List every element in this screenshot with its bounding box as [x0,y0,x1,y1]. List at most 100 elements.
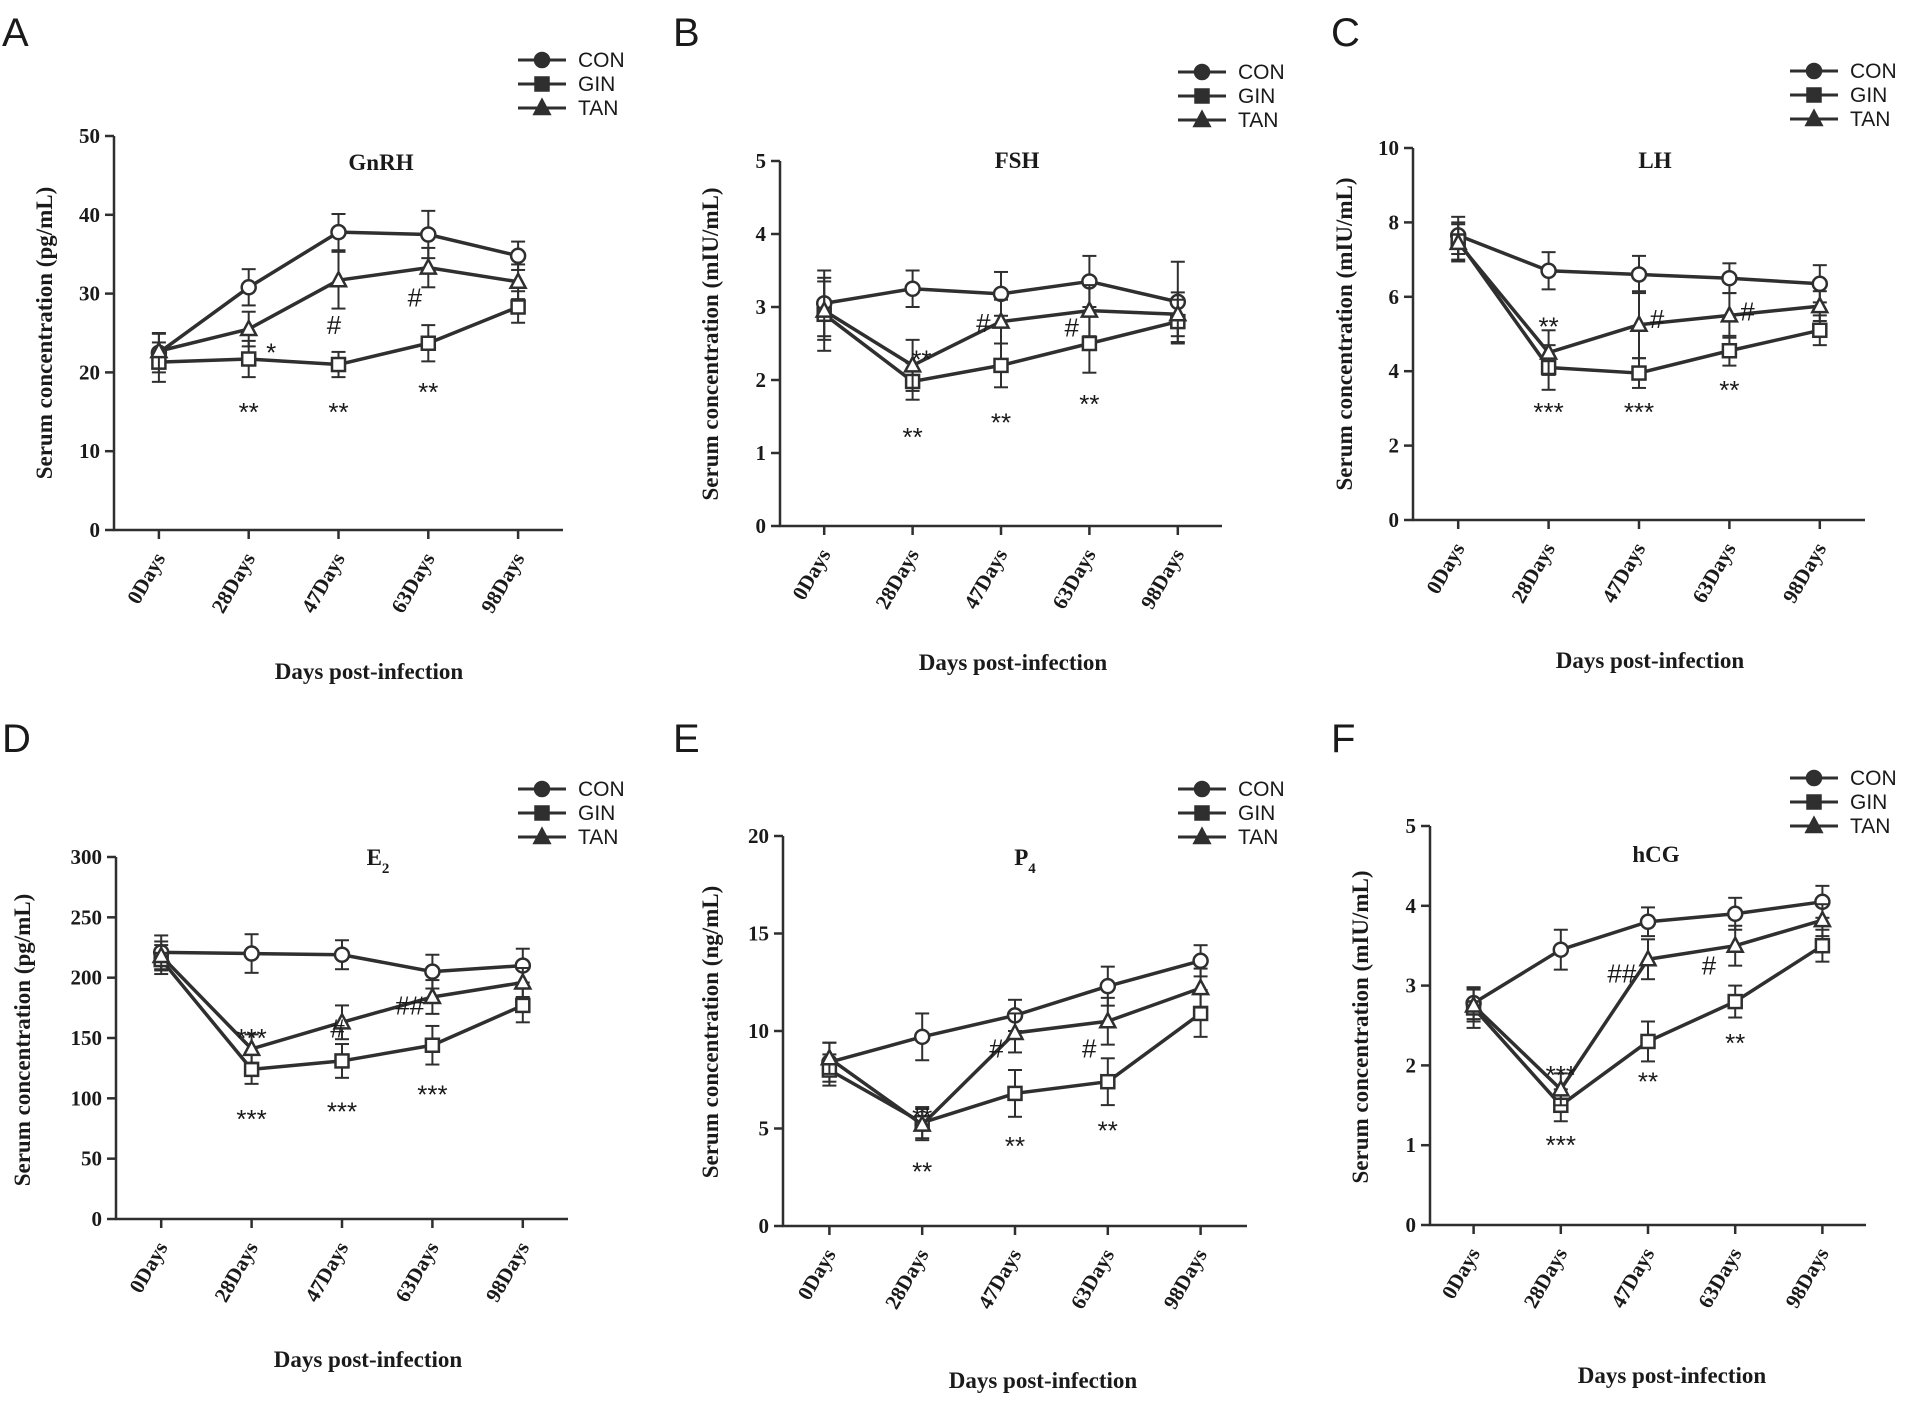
x-tick-label-b: 98Days [1136,545,1189,614]
data-point-d-con [333,946,351,963]
y-tick-label-c: 4 [1389,359,1400,383]
data-point-a-con [330,223,347,241]
chart-title-c: LH [1638,148,1671,173]
legend-label-d: CON [578,778,625,801]
chart-title-b: FSH [995,148,1040,173]
x-tick-label-d: 0Days [124,1238,172,1297]
legend-label-a: CON [578,49,625,72]
legend-label-f: TAN [1850,815,1890,838]
legend-marker-b [1194,88,1210,104]
data-point-c-tan [1448,232,1468,251]
y-tick-label-b: 3 [756,295,767,319]
y-tick-label-a: 0 [90,518,101,542]
x-tick-label-e: 0Days [793,1245,841,1304]
significance-mark-a: # [408,283,423,313]
data-point-b-con [904,280,921,297]
y-axis-title-d: Serum concentration (pg/mL) [10,894,35,1187]
x-tick-label-a: 63Days [386,549,439,618]
x-tick-label-d: 98Days [481,1238,534,1307]
legend-marker-f [1806,794,1822,810]
significance-mark-f: ** [1638,1066,1658,1096]
y-tick-label-e: 0 [759,1214,770,1238]
y-tick-label-b: 5 [756,149,767,173]
legend-marker-a [532,97,552,116]
chart-title-a: GnRH [348,150,413,175]
data-point-f-tan [1638,948,1658,967]
y-tick-label-b: 1 [756,441,767,465]
panel-letter-f: F [1331,717,1355,761]
data-point-f-tan [1725,935,1745,953]
data-point-f-tan [1464,994,1484,1013]
y-axis-title-b: Serum concentration (mIU/mL) [698,187,723,500]
significance-mark-f: ## [1607,959,1636,989]
data-point-e-gin [1100,1073,1116,1090]
x-axis-title-e: Days post-infection [949,1368,1138,1393]
data-point-d-gin [334,1053,350,1069]
data-point-a-con [240,279,257,296]
y-tick-label-e: 15 [748,922,769,946]
y-tick-label-d: 300 [71,845,103,869]
x-axis-title-d: Days post-infection [274,1347,463,1372]
x-tick-label-f: 28Days [1519,1244,1572,1313]
significance-mark-c: ** [1538,312,1558,342]
legend-label-b: GIN [1238,85,1275,108]
legend-marker-a [533,51,551,69]
data-point-e-con [913,1028,931,1046]
legend-marker-d [533,780,551,798]
x-tick-label-e: 98Days [1158,1245,1211,1314]
data-point-e-tan [1005,1022,1025,1041]
data-point-e-tan [912,1113,932,1132]
data-point-d-tan [513,971,533,990]
data-point-d-con [243,945,260,962]
data-point-c-con [1811,275,1829,293]
significance-mark-c: *** [1533,397,1563,427]
panel-c: C 0 2 4 6 8 10 0Days 28Days 47Days 63Days 98Days Ser… [1331,11,1897,673]
data-point-a-tan [239,318,259,337]
legend-label-b: CON [1238,61,1285,84]
y-axis-title-e: Serum concentration (ng/mL) [698,886,723,1179]
data-point-e-tan [819,1047,839,1066]
significance-mark-b: # [976,308,991,338]
chart-title-f: hCG [1632,842,1679,867]
significance-mark-a: ** [328,397,348,427]
legend-marker-d [534,805,550,821]
legend-label-b: TAN [1238,109,1278,132]
significance-mark-a: ** [418,377,438,407]
y-tick-label-b: 0 [756,514,767,538]
y-tick-label-c: 0 [1389,508,1400,532]
x-axis-title-a: Days post-infection [275,659,464,684]
y-tick-label-b: 2 [756,368,767,392]
data-point-a-gin [330,356,347,373]
data-point-d-gin [424,1037,441,1053]
significance-mark-d: *** [236,1023,266,1053]
data-point-c-tan [1539,341,1559,360]
y-axis-title-f: Serum concentration (mIU/mL) [1348,870,1373,1183]
y-tick-label-d: 100 [71,1086,103,1110]
data-point-e-con [1192,952,1209,970]
data-point-b-tan [903,354,923,373]
y-tick-label-d: 0 [92,1207,103,1231]
data-point-d-gin [515,997,531,1014]
legend-label-d: GIN [578,802,615,825]
data-point-e-con [1099,977,1117,995]
legend-label-d: TAN [578,826,618,849]
y-tick-label-c: 10 [1378,136,1399,160]
legend-label-c: CON [1850,60,1897,83]
significance-mark-c: # [1740,297,1755,327]
panel-f: F 0 1 2 3 4 5 0Days 28Days 47Days 63Days 98Days Seru… [1331,717,1897,1388]
y-tick-label-b: 4 [756,222,767,246]
x-tick-label-c: 47Days [1597,539,1650,608]
panel-d: D 0 50 100 150 200 250 300 0Days 28Days 47Days 63Da… [2,717,625,1372]
y-tick-label-f: 2 [1406,1053,1417,1077]
x-tick-label-f: 47Days [1606,1244,1659,1313]
x-tick-label-b: 47Days [959,545,1012,614]
data-point-c-con [1540,262,1557,280]
x-tick-label-c: 98Days [1778,539,1831,608]
legend-marker-b [1192,109,1212,128]
panel-b: B 0 1 2 3 4 5 0Days 28Days 47Days 63Days 98Days Seru… [673,11,1285,675]
x-tick-label-b: 63Days [1047,545,1100,614]
data-point-c-con [1721,269,1738,287]
significance-mark-e: ** [912,1102,932,1132]
x-tick-label-a: 47Days [296,549,349,618]
